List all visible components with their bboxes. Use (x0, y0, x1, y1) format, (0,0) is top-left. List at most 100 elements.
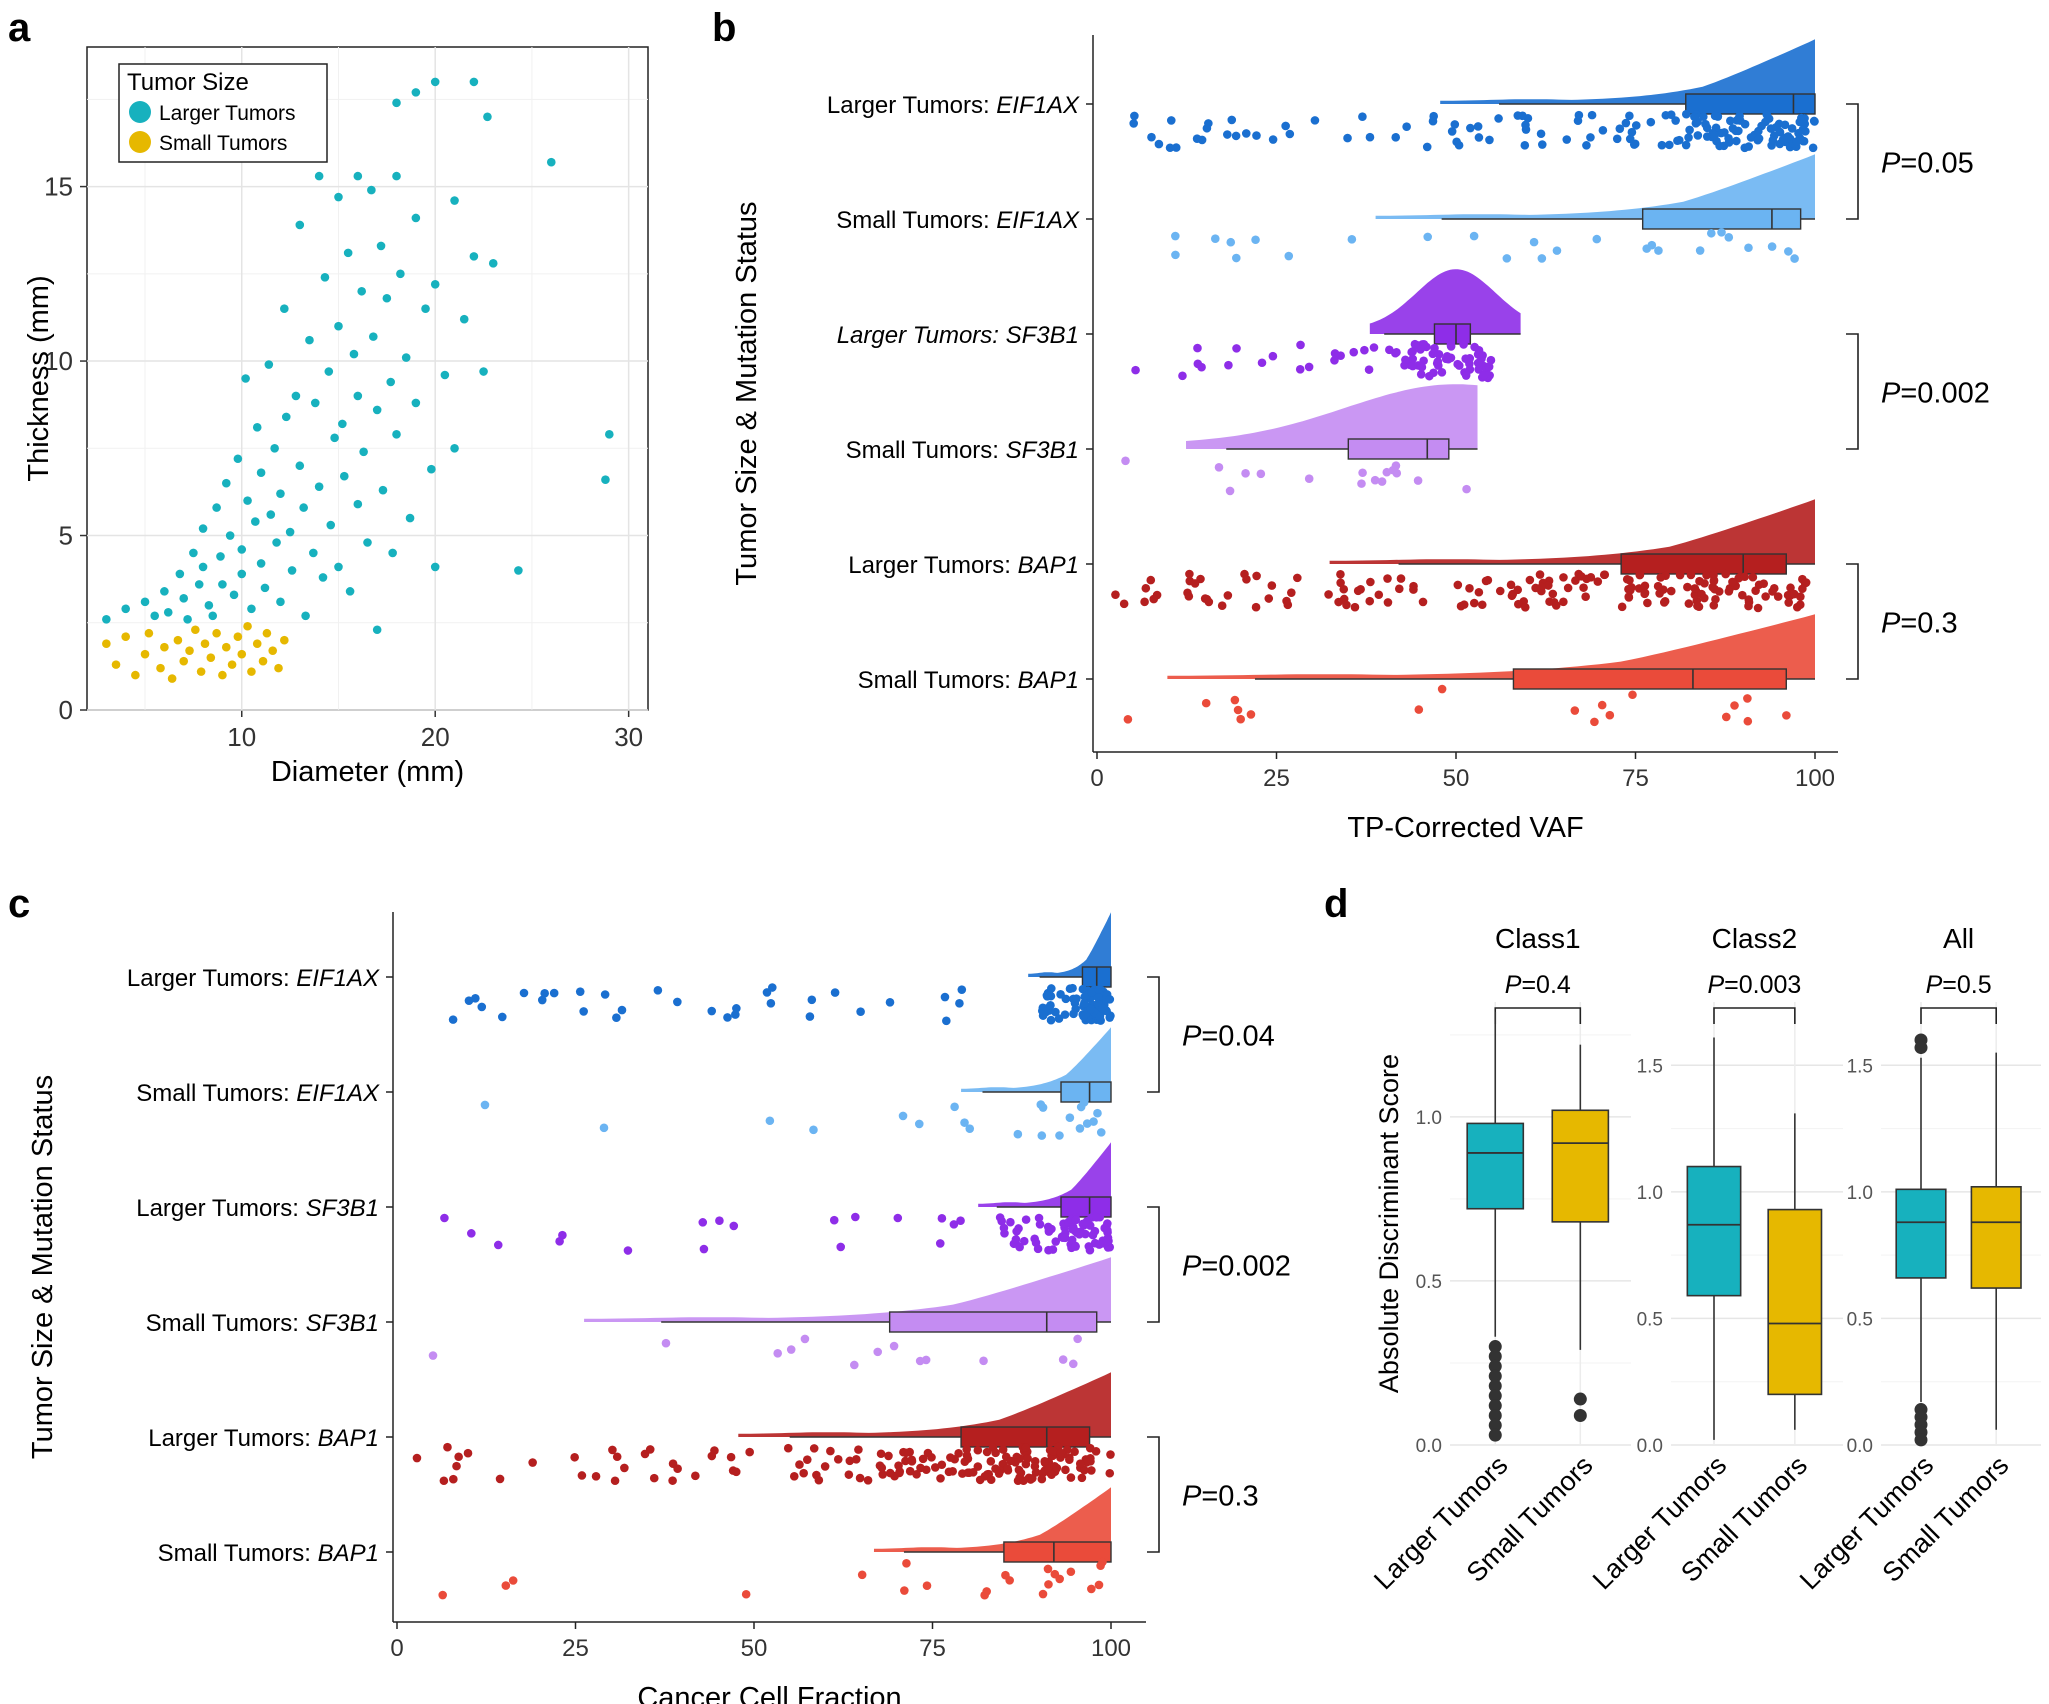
jitter-point (1640, 588, 1650, 598)
jitter-point (855, 1473, 865, 1483)
jitter-point (608, 1445, 617, 1455)
jitter-point (991, 1448, 1000, 1458)
jitter-point (937, 1214, 947, 1223)
jitter-point (1537, 140, 1547, 149)
jitter-point (1044, 1245, 1053, 1255)
jitter-point (1031, 1238, 1041, 1248)
jitter-point (1479, 370, 1489, 380)
jitter-point (1252, 571, 1261, 581)
jitter-point (1453, 359, 1462, 369)
x-tick-label: Larger Tumors (1794, 1450, 1939, 1595)
jitter-point (1627, 127, 1637, 137)
jitter-point (1357, 479, 1366, 488)
jitter-point (1184, 592, 1194, 601)
jitter-point (1075, 1124, 1085, 1133)
jitter-point (1559, 597, 1568, 607)
jitter-point (1251, 235, 1260, 245)
jitter-point (1684, 599, 1694, 608)
scatter-point (411, 88, 421, 97)
jitter-point (1625, 575, 1634, 585)
box-iqr (1767, 1208, 1823, 1396)
jitter-point (1521, 120, 1530, 130)
jitter-point (707, 1006, 717, 1016)
jitter-point (1036, 1100, 1046, 1109)
jitter-point (1798, 584, 1807, 594)
jitter-point (698, 1218, 708, 1227)
jitter-point (1087, 987, 1096, 997)
jitter-point (1660, 596, 1670, 606)
jitter-point (1050, 1569, 1060, 1579)
scatter-point (163, 607, 173, 617)
scatter-point (281, 412, 291, 422)
scatter-point (345, 587, 355, 596)
scatter-point (392, 98, 401, 108)
jitter-point (1408, 361, 1418, 371)
jitter-point (1233, 705, 1243, 715)
jitter-point (1709, 576, 1719, 586)
jitter-point (1654, 246, 1663, 255)
jitter-point (942, 1016, 951, 1026)
scatter-point (206, 653, 216, 662)
jitter-point (1695, 576, 1704, 586)
jitter-point (1019, 1476, 1028, 1486)
jitter-point (540, 989, 549, 998)
jitter-point (1754, 126, 1763, 136)
scatter-point (386, 377, 396, 387)
density-curve (961, 1027, 1111, 1092)
jitter-point (1086, 1004, 1096, 1014)
jitter-point (575, 987, 585, 996)
jitter-point (1732, 136, 1741, 146)
jitter-point (1529, 237, 1539, 247)
jitter-point (982, 1587, 991, 1596)
jitter-point (1350, 602, 1360, 612)
jitter-point (1204, 597, 1214, 607)
scatter-point (185, 646, 194, 655)
scatter-point (251, 517, 260, 526)
jitter-point (1343, 133, 1352, 143)
jitter-point (1146, 575, 1156, 585)
jitter-point (1434, 350, 1444, 359)
jitter-point (1334, 597, 1343, 607)
jitter-point (1690, 584, 1700, 593)
scatter-point (353, 391, 363, 401)
jitter-point (1746, 133, 1756, 142)
jitter-point (707, 1451, 717, 1461)
jitter-point (1226, 237, 1236, 247)
jitter-point (612, 1452, 622, 1462)
scatter-point (144, 628, 154, 638)
jitter-point (501, 1581, 511, 1590)
jitter-point (1014, 1224, 1023, 1233)
jitter-point (1016, 1468, 1026, 1478)
scatter-point (287, 566, 297, 575)
scatter-point (310, 398, 320, 408)
jitter-point (1465, 584, 1474, 593)
scatter-point (343, 248, 353, 258)
jitter-point (1104, 1236, 1113, 1246)
jitter-point (1731, 126, 1741, 136)
jitter-point (1518, 111, 1527, 121)
y-tick-label: 0.0 (1416, 1436, 1442, 1457)
jitter-point (898, 1111, 908, 1121)
scatter-point (266, 510, 276, 519)
jitter-point (623, 1246, 633, 1255)
jitter-point (1227, 115, 1237, 125)
jitter-point (820, 1462, 830, 1471)
jitter-point (1006, 1456, 1015, 1466)
box-iqr (1620, 553, 1787, 575)
jitter-point (1653, 581, 1663, 591)
x-tick-label: 25 (1263, 765, 1290, 792)
scatter-point (247, 604, 256, 614)
jitter-point (936, 1474, 945, 1483)
jitter-point (1051, 1007, 1060, 1017)
jitter-point (1581, 592, 1590, 601)
scatter-point (221, 642, 231, 652)
jitter-point (493, 1240, 503, 1250)
density-curve (1329, 499, 1815, 564)
jitter-point (1590, 717, 1599, 727)
jitter-point (1617, 602, 1627, 612)
jitter-point (449, 1474, 458, 1484)
scatter-point (189, 548, 198, 558)
jitter-point (1147, 132, 1156, 142)
scatter-point (121, 632, 130, 642)
group-label: Small Tumors: BAP1 (158, 1540, 379, 1567)
